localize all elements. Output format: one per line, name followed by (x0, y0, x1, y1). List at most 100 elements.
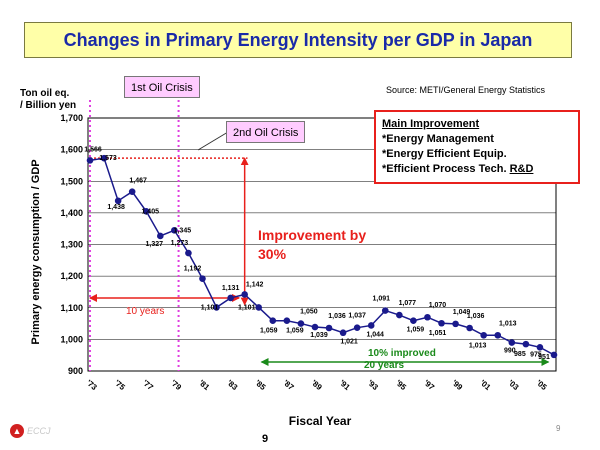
data-label: 951 (538, 354, 550, 361)
data-label: 1,039 (310, 332, 328, 339)
twenty-years-label: 20 years (364, 360, 405, 371)
data-label: 1,077 (399, 300, 417, 307)
data-label: 1,131 (222, 285, 240, 292)
data-label: 1,059 (260, 328, 278, 335)
x-tick-label: '97 (422, 378, 436, 392)
data-label: 1,044 (366, 331, 384, 338)
data-point (171, 226, 178, 234)
data-point (438, 319, 445, 327)
data-point (227, 294, 234, 302)
data-point (325, 324, 333, 332)
data-label: 990 (504, 348, 516, 355)
second-oil-crisis-callout: 2nd Oil Crisis (226, 121, 306, 143)
data-label: 1,101 (201, 304, 219, 311)
x-tick-label: '95 (394, 378, 408, 392)
x-axis-ticks: '73 '75 '77 '79 '81 '83 '85 '87 '89 '91 '93 '95 '97 '… (85, 378, 549, 392)
page-number-small: 9 (556, 424, 561, 433)
data-point (466, 324, 473, 332)
data-point (508, 339, 516, 346)
data-label: 975 (530, 351, 542, 358)
y-tick-label: 1,200 (60, 271, 83, 281)
series-line (89, 157, 555, 356)
x-tick-label: '03 (506, 378, 520, 392)
first-oil-crisis-callout: 1st Oil Crisis (124, 76, 200, 98)
x-axis-label: Fiscal Year (288, 414, 352, 428)
improvement-line-2: 30% (258, 246, 287, 262)
data-point (114, 197, 122, 205)
data-label: 1,566 (84, 146, 102, 153)
x-tick-label: '89 (310, 378, 324, 392)
improvement-item-3-text: *Efficient Process Tech. (382, 163, 510, 175)
data-point (424, 313, 431, 321)
unit-label-line-1: Ton oil eq. (20, 88, 70, 99)
data-point (452, 320, 459, 328)
data-label: 1,327 (146, 241, 164, 248)
chart-title: Changes in Primary Energy Intensity per … (63, 29, 533, 50)
x-tick-label: '77 (141, 378, 155, 392)
x-tick-label: '73 (85, 378, 99, 392)
unit-label-line-2: / Billion yen (20, 100, 77, 111)
data-label: 1,405 (141, 208, 159, 215)
main-improvement-box: Main Improvement *Energy Management *Ene… (374, 110, 580, 184)
improvement-item-2: *Energy Efficient Equip. (382, 148, 507, 160)
y-tick-label: 1,000 (60, 334, 83, 344)
x-tick-label: '81 (197, 378, 211, 392)
main-improvement-heading: Main Improvement (382, 118, 480, 130)
data-point (494, 331, 502, 339)
data-point (536, 343, 544, 351)
source-note: Source: METI/General Energy Statistics (386, 85, 546, 95)
data-point (381, 307, 389, 314)
data-label: 1,013 (499, 320, 517, 327)
y-axis-ticks: 900 1,000 1,100 1,200 1,300 1,400 1,500 1,600 1,… (60, 113, 83, 376)
eccj-logo-text: ECCJ (27, 426, 51, 436)
data-label: 1,013 (469, 342, 487, 349)
x-tick-label: '87 (281, 378, 295, 392)
data-point (269, 317, 277, 325)
x-tick-label: '79 (169, 378, 183, 392)
data-label: 1,037 (348, 313, 366, 320)
improvement-annotation: Improvement by 30% (258, 226, 366, 264)
data-label: 1,467 (129, 178, 147, 185)
title-box: Changes in Primary Energy Intensity per … (24, 22, 572, 58)
data-label: 1,049 (453, 309, 471, 316)
data-point (157, 232, 164, 240)
data-point (128, 188, 136, 195)
data-label: 985 (514, 351, 526, 358)
data-point (283, 317, 291, 325)
data-point (255, 304, 263, 311)
x-tick-label: '75 (113, 378, 127, 392)
data-label: 1,051 (429, 330, 447, 337)
y-tick-label: 1,400 (60, 208, 83, 218)
y-tick-label: 1,700 (60, 113, 83, 123)
annotation-lines (89, 100, 550, 371)
data-point (213, 304, 220, 311)
data-label: 1,101 (238, 304, 256, 311)
data-label: 1,192 (184, 266, 202, 273)
data-label: 1,050 (300, 309, 318, 316)
page-number: 9 (262, 433, 269, 445)
y-tick-label: 1,500 (60, 176, 83, 186)
data-label: 1,345 (174, 227, 192, 234)
data-point (480, 331, 487, 339)
ten-percent-improved-label: 10% improved (368, 348, 436, 359)
data-label: 1,438 (107, 204, 125, 211)
ten-years-label: 10 years (126, 306, 165, 317)
improvement-line-1: Improvement by (258, 227, 367, 243)
x-tick-label: '91 (338, 378, 352, 392)
data-label: 1,273 (171, 240, 189, 247)
data-label: 1,036 (467, 313, 485, 320)
x-tick-label: '05 (535, 378, 549, 392)
improvement-item-3: *Efficient Process Tech. R&D (382, 162, 572, 177)
data-point (297, 320, 305, 327)
unit-label: Ton oil eq. / Billion yen (20, 88, 76, 112)
x-tick-label: '01 (478, 378, 492, 392)
data-points (86, 154, 558, 359)
data-point (339, 329, 347, 337)
data-label: 1,091 (373, 296, 391, 303)
series-line-group (89, 157, 555, 356)
data-point (367, 322, 375, 329)
data-point (522, 340, 530, 348)
data-point (241, 291, 248, 298)
x-tick-label: '99 (450, 378, 464, 392)
